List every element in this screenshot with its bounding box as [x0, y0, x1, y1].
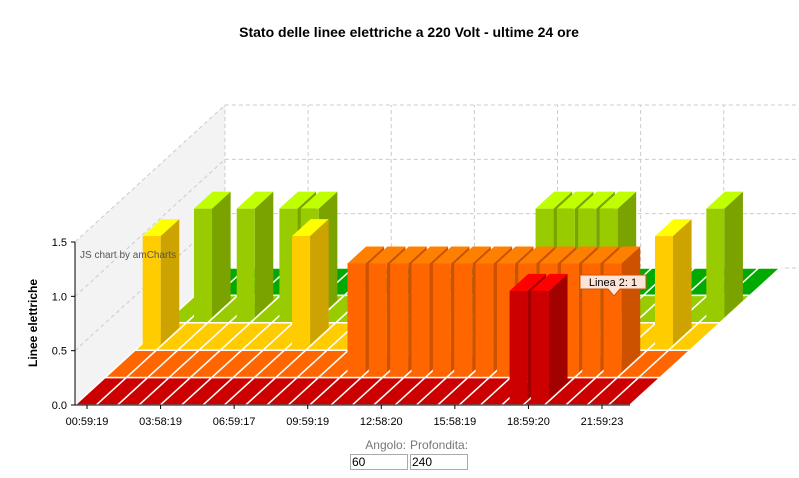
x-tick-label: 03:58:19 [139, 416, 182, 428]
column-front [292, 236, 311, 345]
column-front [432, 263, 451, 373]
column-front [530, 290, 549, 400]
tooltip-text: Linea 2: 1 [589, 277, 637, 289]
column-top [432, 246, 470, 264]
y-tick-label: 0.5 [52, 346, 67, 358]
column-linea-4-1 [194, 191, 231, 318]
column-top [475, 246, 513, 264]
column-linea-2-23 [603, 246, 641, 373]
column-top [578, 191, 615, 209]
column-top [556, 191, 594, 209]
column-top [599, 191, 637, 209]
column-linea-3-24 [654, 219, 692, 345]
column-linea-3-7 [292, 219, 329, 345]
angle-control: Angolo: [350, 438, 408, 471]
column-top [194, 191, 231, 209]
x-tick-label: 00:59:19 [66, 416, 109, 428]
column-front [368, 263, 387, 373]
column-top [496, 246, 534, 264]
column-front [706, 208, 725, 318]
column-top [411, 246, 449, 264]
amcharts-credit[interactable]: JS chart by amCharts [80, 250, 176, 261]
column-top [279, 191, 317, 209]
chart-columns [142, 191, 743, 400]
column-side [672, 219, 692, 345]
back-wall [225, 105, 799, 268]
column-side [310, 219, 329, 345]
column-linea-3-0 [142, 219, 180, 345]
column-top [142, 219, 180, 237]
column-front [509, 290, 528, 400]
column-top [390, 246, 427, 264]
x-tick-label: 06:59:17 [213, 416, 256, 428]
column-side [548, 273, 568, 400]
y-axis-label: Linee elettriche [26, 279, 40, 367]
column-top [539, 246, 577, 264]
column-front [236, 208, 255, 318]
column-front [411, 263, 430, 373]
column-top [560, 246, 598, 264]
column-top [518, 246, 555, 264]
column-top [582, 246, 619, 264]
column-top [603, 246, 641, 264]
column-front [390, 263, 409, 373]
depth-input[interactable] [410, 454, 468, 470]
column-front [347, 263, 366, 373]
column-top [530, 273, 568, 291]
column-side [212, 191, 231, 318]
column-front [475, 263, 494, 373]
column-front [194, 208, 213, 318]
column-top [654, 219, 692, 237]
column-side [160, 219, 180, 345]
x-tick-label: 15:58:19 [433, 416, 476, 428]
column-side [724, 191, 743, 318]
column-top [236, 191, 274, 209]
x-tick-label: 21:59:23 [581, 416, 624, 428]
depth-control: Profondita: [410, 438, 468, 471]
angle-label: Angolo: [365, 438, 406, 452]
column-top [347, 246, 385, 264]
y-tick-label: 0.0 [52, 400, 67, 412]
column-side [254, 191, 274, 318]
column-top [292, 219, 329, 237]
column-top [509, 273, 547, 291]
column-front [454, 263, 473, 373]
column-side [621, 246, 641, 373]
x-tick-label: 09:59:19 [286, 416, 329, 428]
column-top [706, 191, 743, 209]
column-top [368, 246, 406, 264]
column-top [454, 246, 491, 264]
y-tick-label: 1.0 [52, 291, 67, 303]
column-front [654, 236, 673, 345]
angle-input[interactable] [350, 454, 408, 470]
column-linea-4-3 [236, 191, 274, 318]
view-controls: Angolo: Profondita: [344, 438, 484, 474]
tooltip-balloon: Linea 2: 1 [579, 274, 647, 297]
column-top [300, 191, 338, 209]
x-tick-label: 12:58:20 [360, 416, 403, 428]
column-linea-1-21 [530, 273, 568, 400]
column-front [582, 263, 601, 373]
y-tick-label: 1.5 [52, 237, 67, 249]
axes: 0.0 0.5 1.0 1.5 00:59:19 03:58:19 06:59:17 09:5… [52, 237, 630, 428]
chart-title: Stato delle linee elettriche a 220 Volt … [239, 24, 579, 40]
column-top [535, 191, 573, 209]
depth-label: Profondita: [410, 438, 469, 452]
column-front [142, 236, 161, 345]
column-linea-4-25 [706, 191, 743, 318]
x-tick-label: 18:59:20 [507, 416, 550, 428]
